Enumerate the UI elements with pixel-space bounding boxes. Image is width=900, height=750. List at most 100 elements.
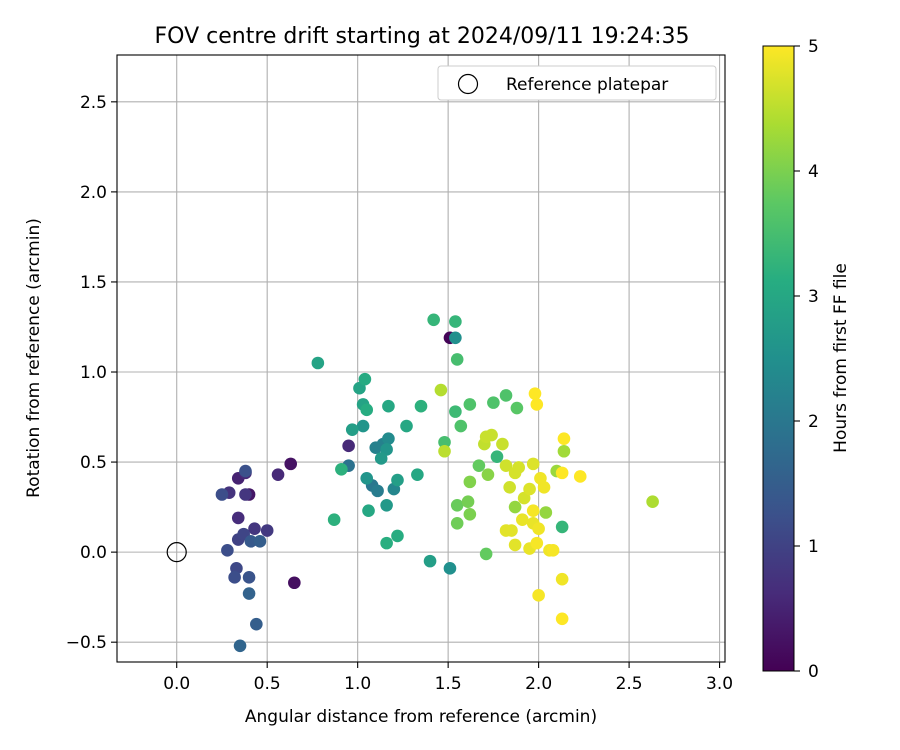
- data-point: [449, 315, 462, 328]
- data-point: [443, 562, 457, 575]
- data-point: [528, 387, 542, 400]
- data-point: [233, 639, 247, 653]
- data-point: [391, 529, 404, 543]
- colorbar-tick-label: 0: [808, 662, 819, 682]
- x-tick-label: 2.0: [525, 674, 552, 694]
- data-point: [557, 432, 571, 445]
- data-point: [557, 444, 571, 458]
- data-point: [231, 511, 245, 525]
- data-point: [371, 484, 384, 498]
- data-point: [342, 439, 355, 453]
- data-point: [438, 444, 451, 458]
- grid: [117, 55, 725, 662]
- colorbar-gradient: [762, 45, 795, 672]
- y-tick-label: 0.5: [80, 453, 107, 473]
- data-point: [499, 459, 513, 472]
- data-point: [479, 547, 493, 561]
- data-point: [382, 399, 395, 413]
- y-tick-label: −0.5: [66, 633, 107, 653]
- data-point: [360, 471, 374, 485]
- y-tick-label: 1.5: [80, 273, 107, 293]
- data-point: [532, 522, 545, 536]
- data-point: [461, 495, 475, 508]
- data-point: [427, 313, 440, 327]
- data-point: [530, 398, 544, 411]
- data-point: [454, 419, 468, 433]
- x-tick-label: 1.0: [344, 674, 371, 694]
- data-point: [374, 452, 388, 465]
- x-tick-label: 0.5: [254, 674, 281, 694]
- data-point: [449, 405, 462, 418]
- x-tick-label: 0.0: [163, 674, 190, 694]
- data-point: [215, 488, 229, 501]
- data-point: [228, 571, 241, 584]
- data-point: [487, 396, 500, 409]
- data-point: [510, 401, 524, 415]
- x-axis-label: Angular distance from reference (arcmin): [245, 707, 597, 727]
- data-point: [450, 353, 464, 366]
- data-point: [526, 504, 540, 518]
- colorbar-tick-label: 2: [808, 412, 819, 432]
- data-point: [516, 513, 529, 527]
- data-point: [335, 462, 348, 476]
- data-point: [271, 468, 285, 481]
- data-point: [523, 482, 536, 496]
- reference-platepar-marker: [166, 542, 187, 563]
- data-point: [503, 480, 516, 494]
- y-axis-label: Rotation from reference (arcmin): [24, 218, 44, 498]
- data-point: [414, 399, 428, 413]
- x-tick-label: 3.0: [706, 674, 733, 694]
- data-point: [311, 356, 325, 370]
- data-point: [253, 535, 267, 548]
- data-point: [248, 522, 261, 536]
- data-point: [449, 331, 462, 345]
- data-point: [221, 544, 234, 557]
- data-point: [537, 480, 551, 494]
- data-point: [463, 398, 477, 411]
- colorbar-tick-label: 3: [808, 287, 819, 307]
- data-point: [250, 617, 263, 631]
- data-point: [555, 612, 569, 626]
- data-point: [472, 459, 486, 472]
- data-point: [391, 473, 404, 487]
- data-point: [284, 457, 298, 471]
- data-point: [260, 524, 274, 537]
- data-point: [360, 403, 374, 417]
- data-points: [166, 313, 659, 653]
- data-point: [411, 468, 424, 481]
- x-tick-label: 2.5: [616, 674, 643, 694]
- colorbar-ticks: 0 1 2 3 4 5: [794, 37, 819, 682]
- legend: Reference platepar: [437, 65, 717, 101]
- colorbar-tick-label: 1: [808, 537, 819, 557]
- data-point: [508, 500, 522, 514]
- x-axis-ticks: 0.0 0.5 1.0 1.5 2.0 2.5 3.0: [163, 662, 733, 694]
- data-point: [380, 536, 393, 550]
- legend-label-reference: Reference platepar: [506, 75, 668, 95]
- y-tick-label: 0.0: [80, 543, 107, 563]
- data-point: [327, 513, 341, 527]
- y-axis-ticks: −0.5 0.0 0.5 1.0 1.5 2.0 2.5: [66, 93, 117, 653]
- data-point: [288, 576, 301, 590]
- x-tick-label: 1.5: [435, 674, 462, 694]
- data-point: [400, 419, 413, 433]
- colorbar-tick-label: 5: [808, 37, 819, 57]
- data-point: [382, 432, 395, 445]
- data-point: [490, 450, 504, 463]
- data-point: [242, 587, 256, 600]
- y-tick-label: 1.0: [80, 363, 107, 383]
- data-point: [434, 383, 448, 397]
- colorbar-label: Hours from first FF file: [831, 263, 851, 453]
- data-point: [380, 498, 393, 512]
- data-point: [539, 506, 553, 519]
- data-point: [546, 544, 560, 557]
- data-point: [496, 437, 509, 451]
- colorbar-tick-label: 4: [808, 162, 819, 182]
- data-point: [526, 457, 540, 471]
- y-tick-label: 2.0: [80, 183, 107, 203]
- legend-marker-reference: [457, 73, 479, 95]
- data-point: [555, 572, 569, 586]
- data-point: [530, 536, 544, 550]
- data-point: [450, 498, 464, 512]
- data-point: [239, 488, 252, 501]
